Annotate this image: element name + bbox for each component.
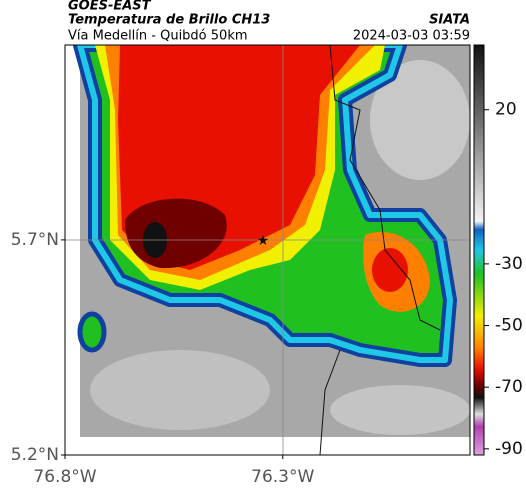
credit: SIATA [429, 13, 470, 28]
colorbar-tick-label: -30 [495, 254, 523, 274]
colorbar-tick-label: 20 [495, 100, 517, 120]
x-tick-label: 76.8°W [33, 467, 96, 487]
colorbar-tick-label: -90 [495, 439, 523, 459]
title: Temperatura de Brillo CH13 [68, 13, 270, 28]
colorbar-tick-label: -70 [495, 377, 523, 397]
colorbar-tick-label: -50 [495, 316, 523, 336]
axes: 76.8°W 76.3°W 5.2°N 5.7°N 20 -30 -50 -70 -90 [11, 100, 523, 487]
subtitle: Vía Medellín - Quibdó 50km [68, 29, 248, 44]
satellite-image: ★ [65, 45, 470, 455]
y-tick-label: 5.7°N [11, 230, 59, 250]
source: GOES-EAST [68, 0, 152, 14]
svg-text:★: ★ [257, 233, 270, 249]
colorbar [473, 44, 485, 456]
y-tick-label: 5.2°N [11, 445, 59, 465]
map-frame [64, 44, 471, 456]
x-tick-label: 76.3°W [251, 467, 314, 487]
timestamp: 2024-03-03 03:59 [353, 29, 470, 44]
